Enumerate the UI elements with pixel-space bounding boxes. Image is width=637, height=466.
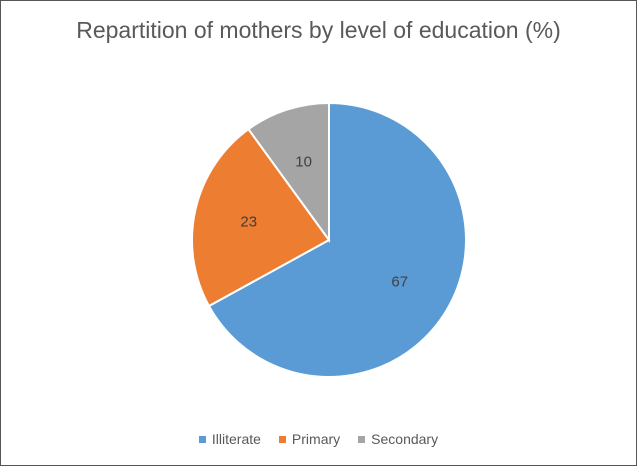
legend-item-primary: Primary (278, 431, 341, 447)
legend-label-secondary: Secondary (371, 431, 439, 447)
legend-swatch-illiterate (198, 435, 206, 443)
pie-slice-secondary (247, 101, 330, 244)
pie-slice-primary (191, 127, 331, 308)
legend-swatch-secondary (358, 435, 366, 443)
legend-item-secondary: Secondary (358, 431, 438, 447)
legend-swatch-primary (278, 435, 286, 443)
chart-title: Repartition of mothers by level of educa… (76, 17, 561, 43)
legend-label-primary: Primary (291, 431, 341, 447)
pie-slice-illiterate (207, 101, 467, 378)
legend-label-illiterate: Illiterate (211, 431, 261, 447)
chart-legend: Illiterate Primary Secondary (1, 431, 636, 447)
data-label-primary: 23 (240, 214, 257, 231)
data-label-secondary: 10 (295, 153, 312, 170)
legend-item-illiterate: Illiterate (198, 431, 261, 447)
data-label-illiterate: 67 (391, 273, 408, 290)
